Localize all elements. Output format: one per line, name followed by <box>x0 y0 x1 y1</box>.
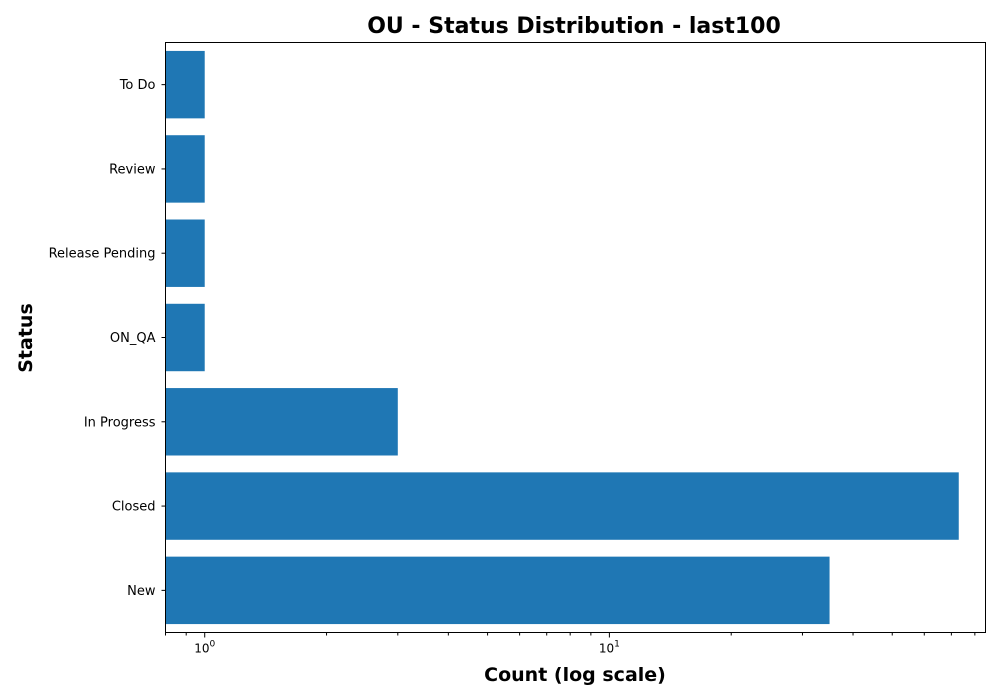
bar-on-qa <box>165 303 205 372</box>
y-tick-label-in-progress: In Progress <box>84 415 156 430</box>
y-tick-label-new: New <box>127 584 156 599</box>
y-tick-label-on-qa: ON_QA <box>110 331 156 346</box>
x-axis-label: Count (log scale) <box>484 664 666 686</box>
bar-in-progress <box>165 388 398 456</box>
y-tick-label-review: Review <box>109 162 156 177</box>
y-tick-label-to-do: To Do <box>119 78 156 93</box>
y-tick-label-release-pending: Release Pending <box>49 247 156 262</box>
y-tick-label-closed: Closed <box>112 500 156 515</box>
bar-release-pending <box>165 219 205 287</box>
x-tick-label: 100 <box>194 640 215 656</box>
bar-review <box>165 135 205 203</box>
bar-closed <box>165 472 959 540</box>
y-axis-ticks: New Closed In Progress ON_QA Release Pending… <box>49 78 166 599</box>
bar-new <box>165 556 830 625</box>
x-axis-ticks: 100 101 <box>165 632 976 656</box>
chart-title: OU - Status Distribution - last100 <box>367 14 781 39</box>
x-tick-label: 101 <box>599 640 620 656</box>
bars-group <box>165 50 959 625</box>
plot-frame <box>165 42 986 633</box>
bar-to-do <box>165 50 205 119</box>
y-axis-label: Status <box>15 303 37 373</box>
